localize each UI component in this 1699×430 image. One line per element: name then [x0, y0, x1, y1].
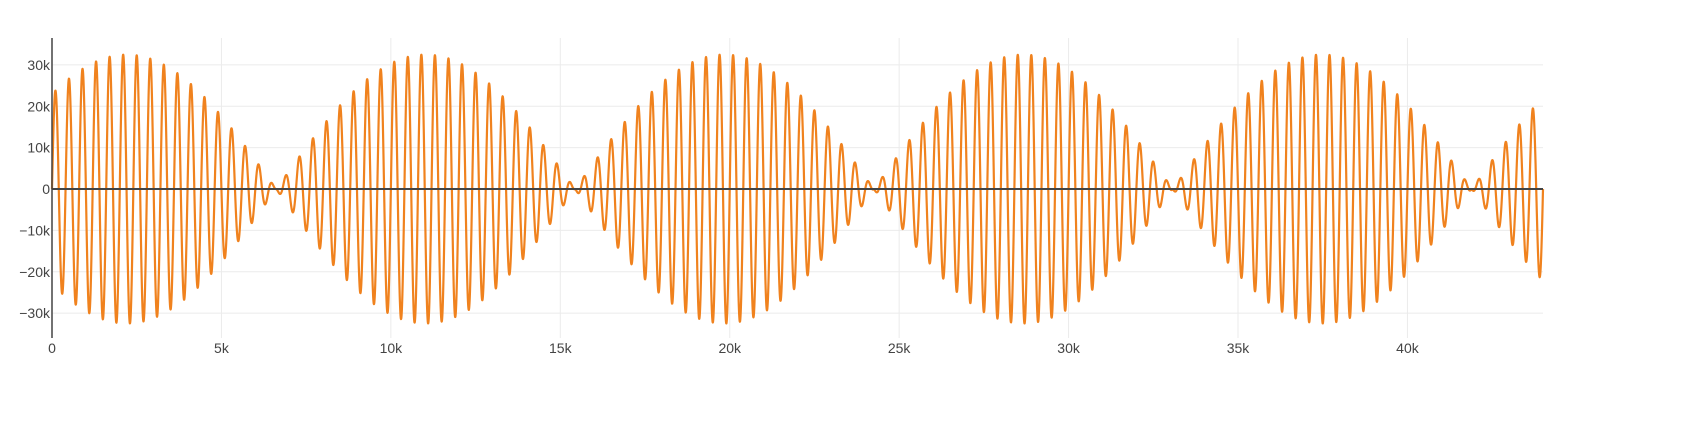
x-tick-label: 25k	[888, 340, 912, 356]
y-tick-label: 10k	[27, 140, 51, 156]
y-tick-label: 30k	[27, 57, 51, 73]
y-tick-label: −30k	[19, 305, 51, 321]
x-tick-label: 5k	[214, 340, 230, 356]
x-tick-label: 30k	[1057, 340, 1081, 356]
y-tick-label: −20k	[19, 264, 51, 280]
x-tick-label: 35k	[1227, 340, 1251, 356]
x-tick-label: 40k	[1396, 340, 1420, 356]
x-axis-ticks: 0 5k 10k 15k 20k 25k 30k 35k 40k	[48, 340, 1420, 356]
y-tick-label: −10k	[19, 222, 51, 238]
y-tick-label: 20k	[27, 98, 51, 114]
y-tick-label: 0	[42, 181, 50, 197]
y-axis-ticks: 30k 20k 10k 0 −10k −20k −30k	[19, 57, 51, 321]
x-tick-label: 10k	[380, 340, 404, 356]
x-tick-label: 15k	[549, 340, 573, 356]
x-tick-label: 0	[48, 340, 56, 356]
x-tick-label: 20k	[718, 340, 742, 356]
